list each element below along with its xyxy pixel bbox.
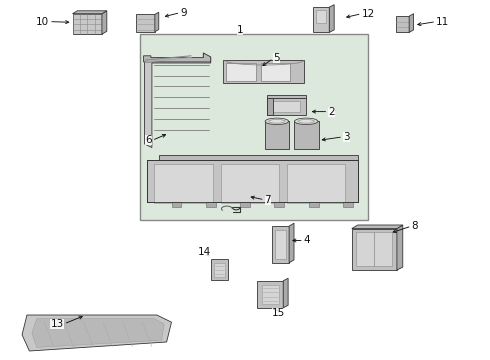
Text: 12: 12 <box>362 9 375 19</box>
Polygon shape <box>159 155 358 160</box>
Polygon shape <box>275 230 286 259</box>
Polygon shape <box>136 14 155 32</box>
Polygon shape <box>73 11 107 14</box>
Text: 10: 10 <box>36 17 49 27</box>
Polygon shape <box>356 232 392 266</box>
Polygon shape <box>240 202 250 207</box>
Text: 11: 11 <box>436 17 449 27</box>
Text: 9: 9 <box>180 8 187 18</box>
Polygon shape <box>211 259 228 280</box>
Polygon shape <box>262 285 279 304</box>
Polygon shape <box>220 164 279 203</box>
Text: 8: 8 <box>412 221 418 231</box>
Polygon shape <box>155 12 159 32</box>
Polygon shape <box>397 225 403 270</box>
Polygon shape <box>352 225 403 229</box>
Polygon shape <box>309 202 318 207</box>
Text: 14: 14 <box>198 247 212 257</box>
Polygon shape <box>289 223 294 263</box>
Text: 5: 5 <box>273 53 280 63</box>
Polygon shape <box>409 14 414 32</box>
Text: 2: 2 <box>328 107 335 117</box>
Ellipse shape <box>265 118 289 125</box>
Polygon shape <box>206 202 216 207</box>
Polygon shape <box>226 63 256 81</box>
Polygon shape <box>294 121 318 149</box>
Polygon shape <box>283 278 288 308</box>
Text: 4: 4 <box>304 235 311 246</box>
Polygon shape <box>396 16 409 32</box>
Polygon shape <box>343 202 353 207</box>
Polygon shape <box>287 164 345 203</box>
Polygon shape <box>272 226 289 263</box>
Text: 1: 1 <box>237 24 244 35</box>
Polygon shape <box>223 60 304 83</box>
Polygon shape <box>102 11 107 34</box>
Text: 3: 3 <box>343 132 350 142</box>
Polygon shape <box>144 53 211 62</box>
Text: 6: 6 <box>145 135 152 145</box>
Polygon shape <box>22 315 172 351</box>
Ellipse shape <box>294 118 318 125</box>
Polygon shape <box>172 202 181 207</box>
Polygon shape <box>329 5 334 32</box>
Text: 15: 15 <box>271 308 285 318</box>
Polygon shape <box>316 10 326 23</box>
Polygon shape <box>257 281 283 308</box>
Polygon shape <box>274 202 284 207</box>
Polygon shape <box>313 7 329 32</box>
Polygon shape <box>267 98 306 115</box>
Bar <box>140 34 368 220</box>
Polygon shape <box>265 121 289 149</box>
Text: 7: 7 <box>265 195 271 205</box>
Polygon shape <box>352 229 397 270</box>
Polygon shape <box>73 14 102 34</box>
Polygon shape <box>147 160 358 202</box>
Polygon shape <box>267 95 306 98</box>
Polygon shape <box>154 164 213 203</box>
Polygon shape <box>267 98 273 115</box>
Polygon shape <box>214 263 225 277</box>
Ellipse shape <box>298 120 314 123</box>
Polygon shape <box>145 53 211 148</box>
Text: 13: 13 <box>50 319 64 329</box>
Polygon shape <box>261 63 290 81</box>
Ellipse shape <box>269 120 285 123</box>
Polygon shape <box>273 101 300 112</box>
Polygon shape <box>32 319 164 347</box>
